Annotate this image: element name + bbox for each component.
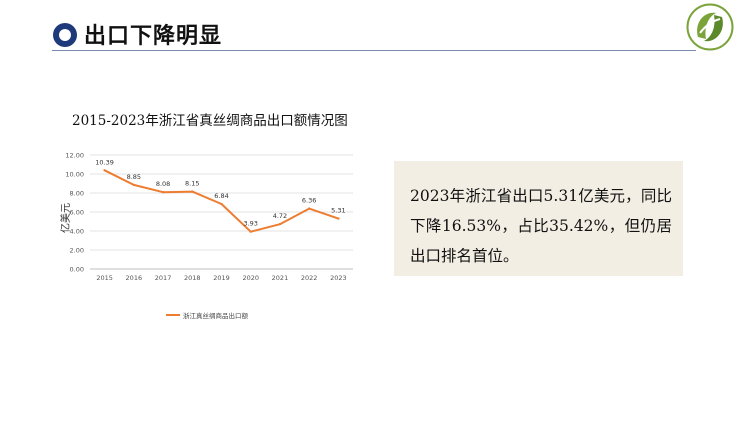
- data-label: 4.72: [273, 212, 287, 220]
- data-points: [103, 169, 340, 233]
- data-label: 8.15: [185, 180, 199, 188]
- x-tick-label: 2019: [213, 274, 230, 282]
- y-tick-label: 6.00: [70, 209, 84, 217]
- chart-title: 2015-2023年浙江省真丝绸商品出口额情况图: [72, 113, 348, 129]
- data-label: 8.85: [127, 173, 141, 181]
- y-tick-label: 2.00: [70, 247, 84, 255]
- y-axis-label: 亿美元: [59, 203, 72, 233]
- data-label: 10.39: [95, 158, 114, 166]
- x-tick-label: 2018: [184, 274, 201, 282]
- title-divider: [52, 50, 696, 51]
- y-tick-labels: 0.00 2.00 4.00 6.00 8.00 10.00 12.00: [65, 152, 84, 274]
- gridlines: [90, 154, 353, 270]
- x-tick-label: 2021: [272, 274, 289, 282]
- data-point: [103, 169, 106, 172]
- x-tick-label: 2020: [242, 274, 259, 282]
- data-label: 8.08: [156, 180, 170, 188]
- x-tick-label: 2016: [126, 274, 143, 282]
- x-tick-labels: 2015 2016 2017 2018 2019 2020 2021 2022 2023: [96, 274, 346, 282]
- note-box: 2023年浙江省出口5.31亿美元，同比下降16.53%，占比35.42%，但仍…: [394, 161, 683, 276]
- y-tick-label: 8.00: [70, 190, 84, 198]
- data-label: 6.84: [214, 192, 228, 200]
- ring-bullet-icon: [53, 23, 77, 47]
- data-point: [161, 191, 165, 194]
- data-label: 3.93: [243, 220, 257, 228]
- data-label: 5.31: [331, 207, 345, 215]
- x-tick-label: 2022: [301, 274, 318, 282]
- y-tick-label: 12.00: [65, 152, 84, 160]
- data-point: [278, 222, 282, 226]
- y-tick-label: 0.00: [70, 266, 84, 274]
- y-tick-label: 4.00: [70, 228, 84, 236]
- data-point: [191, 190, 194, 193]
- x-tick-label: 2023: [330, 274, 347, 282]
- data-point: [132, 183, 136, 187]
- data-point: [220, 202, 223, 206]
- data-point: [307, 207, 311, 210]
- green-leaf-logo-icon: [686, 3, 734, 51]
- y-tick-label: 10.00: [65, 171, 84, 179]
- x-tick-label: 2015: [96, 274, 113, 282]
- x-tick-label: 2017: [155, 274, 172, 282]
- data-point: [337, 217, 340, 220]
- note-text: 2023年浙江省出口5.31亿美元，同比下降16.53%，占比35.42%，但仍…: [410, 187, 672, 265]
- page-title: 出口下降明显: [84, 24, 223, 49]
- data-labels: 10.39 8.85 8.08 8.15 6.84 3.93 4.72 6.36 5.31: [95, 158, 345, 227]
- data-point: [249, 230, 252, 233]
- data-label: 6.36: [302, 197, 316, 205]
- legend-label: 浙江真丝绸商品出口额: [183, 311, 249, 320]
